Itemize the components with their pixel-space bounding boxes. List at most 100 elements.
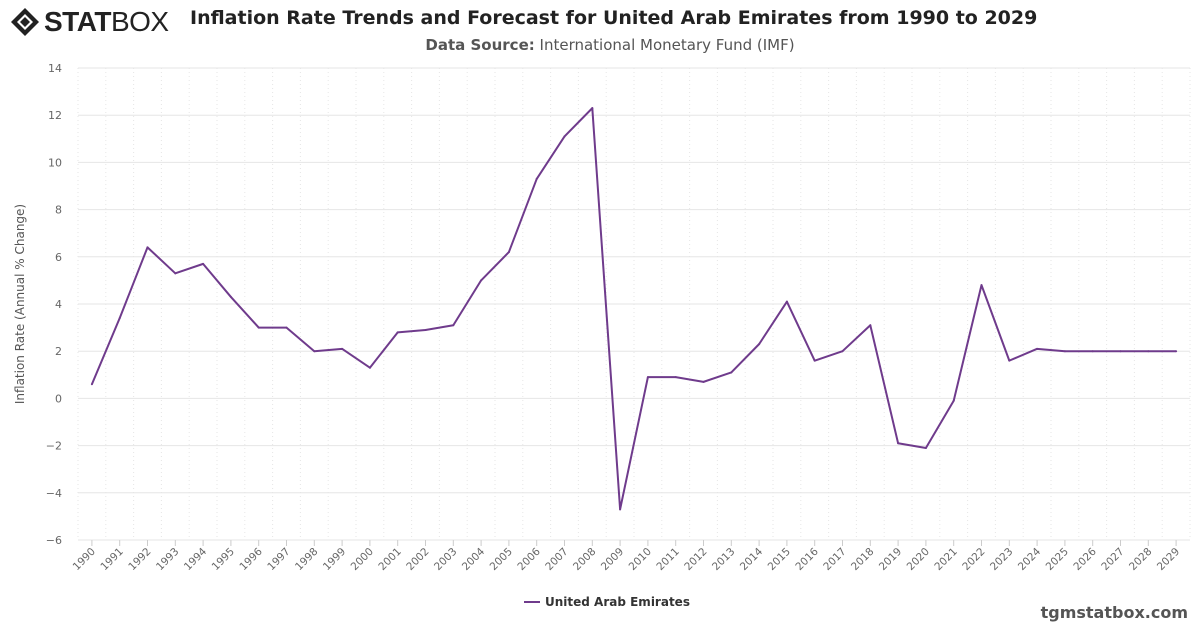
data-point — [146, 246, 149, 249]
x-tick-label: 2015 — [766, 546, 793, 573]
data-point — [1175, 350, 1178, 353]
x-tick-label: 2029 — [1155, 546, 1182, 573]
x-tick-label: 2011 — [654, 546, 681, 573]
data-point — [90, 383, 93, 386]
data-point — [1036, 347, 1039, 350]
x-tick-label: 2008 — [571, 546, 598, 573]
data-point — [341, 347, 344, 350]
y-tick-label: 14 — [48, 62, 62, 75]
subtitle-value: International Monetary Fund (IMF) — [539, 36, 795, 54]
logo-text-light: BOX — [110, 6, 169, 37]
x-tick-label: 2003 — [432, 546, 459, 573]
chart-subtitle: Data Source: International Monetary Fund… — [0, 36, 1200, 54]
x-tick-label: 2016 — [793, 545, 821, 573]
x-tick-label: 2021 — [932, 546, 959, 573]
data-point — [313, 350, 316, 353]
x-tick-label: 2001 — [376, 546, 403, 573]
x-tick-label: 1993 — [154, 546, 181, 573]
data-point — [1063, 350, 1066, 353]
legend-label: United Arab Emirates — [545, 595, 690, 609]
x-tick-label: 1990 — [71, 546, 98, 573]
data-point — [1091, 350, 1094, 353]
data-point — [285, 326, 288, 329]
y-tick-label: 4 — [55, 298, 62, 311]
data-point — [730, 371, 733, 374]
data-point — [924, 446, 927, 449]
x-tick-label: 2007 — [543, 546, 570, 573]
x-tick-label: 1991 — [98, 546, 125, 573]
x-tick-label: 2012 — [682, 546, 709, 573]
data-point — [591, 107, 594, 110]
data-point — [646, 376, 649, 379]
data-point — [563, 135, 566, 138]
data-point — [1008, 359, 1011, 362]
data-point — [174, 272, 177, 275]
x-tick-label: 2025 — [1044, 546, 1071, 573]
x-tick-label: 1992 — [126, 546, 153, 573]
data-point — [1147, 350, 1150, 353]
data-point — [869, 324, 872, 327]
data-point — [452, 324, 455, 327]
x-tick-label: 2006 — [515, 545, 543, 573]
subtitle-label: Data Source: — [425, 36, 535, 54]
x-tick-label: 2027 — [1099, 546, 1126, 573]
y-tick-label: 10 — [48, 156, 62, 169]
data-point — [897, 442, 900, 445]
x-tick-label: 2009 — [599, 546, 626, 573]
x-tick-label: 2002 — [404, 546, 431, 573]
x-tick-label: 2023 — [988, 546, 1015, 573]
x-tick-label: 2013 — [710, 546, 737, 573]
y-tick-label: 2 — [55, 345, 62, 358]
x-tick-label: 1999 — [321, 546, 348, 573]
x-tick-label: 1998 — [293, 546, 320, 573]
x-tick-label: 2000 — [349, 546, 376, 573]
x-tick-label: 2020 — [905, 546, 932, 573]
x-tick-label: 1996 — [237, 545, 265, 573]
x-tick-label: 2022 — [960, 546, 987, 573]
y-axis-label: Inflation Rate (Annual % Change) — [13, 204, 27, 404]
series-line-united-arab-emirates — [90, 107, 1177, 511]
data-point — [229, 295, 232, 298]
data-point — [813, 359, 816, 362]
x-tick-label: 2019 — [877, 546, 904, 573]
logo-text-bold: STAT — [44, 6, 111, 37]
data-point — [535, 177, 538, 180]
y-tick-label: −6 — [46, 534, 62, 547]
x-tick-label: 2005 — [488, 546, 515, 573]
x-tick-label: 2028 — [1127, 546, 1154, 573]
y-tick-label: 8 — [55, 204, 62, 217]
y-tick-label: 0 — [55, 392, 62, 405]
y-tick-label: −4 — [46, 487, 62, 500]
x-tick-label: 1995 — [210, 546, 237, 573]
data-point — [674, 376, 677, 379]
y-tick-label: 6 — [55, 251, 62, 264]
x-tick-label: 1997 — [265, 546, 292, 573]
x-tick-label: 2026 — [1071, 545, 1099, 573]
x-tick-label: 2010 — [627, 546, 654, 573]
y-tick-label: −2 — [46, 440, 62, 453]
data-point — [758, 343, 761, 346]
x-tick-label: 2004 — [460, 545, 488, 573]
data-point — [368, 366, 371, 369]
x-tick-label: 2014 — [738, 545, 766, 573]
data-point — [702, 380, 705, 383]
data-point — [619, 508, 622, 511]
x-tick-label: 2018 — [849, 546, 876, 573]
data-point — [841, 350, 844, 353]
data-point — [1119, 350, 1122, 353]
data-point — [507, 251, 510, 254]
data-point — [257, 326, 260, 329]
data-point — [424, 328, 427, 331]
data-point — [980, 284, 983, 287]
data-point — [480, 279, 483, 282]
data-point — [202, 262, 205, 265]
diamond-logo-icon — [11, 8, 39, 36]
y-tick-label: 12 — [48, 109, 62, 122]
data-point — [396, 331, 399, 334]
x-tick-label: 1994 — [182, 545, 210, 573]
watermark: tgmstatbox.com — [1040, 603, 1188, 622]
chart-title: Inflation Rate Trends and Forecast for U… — [190, 7, 1038, 29]
x-tick-label: 2017 — [821, 546, 848, 573]
x-tick-label: 2024 — [1016, 545, 1044, 573]
